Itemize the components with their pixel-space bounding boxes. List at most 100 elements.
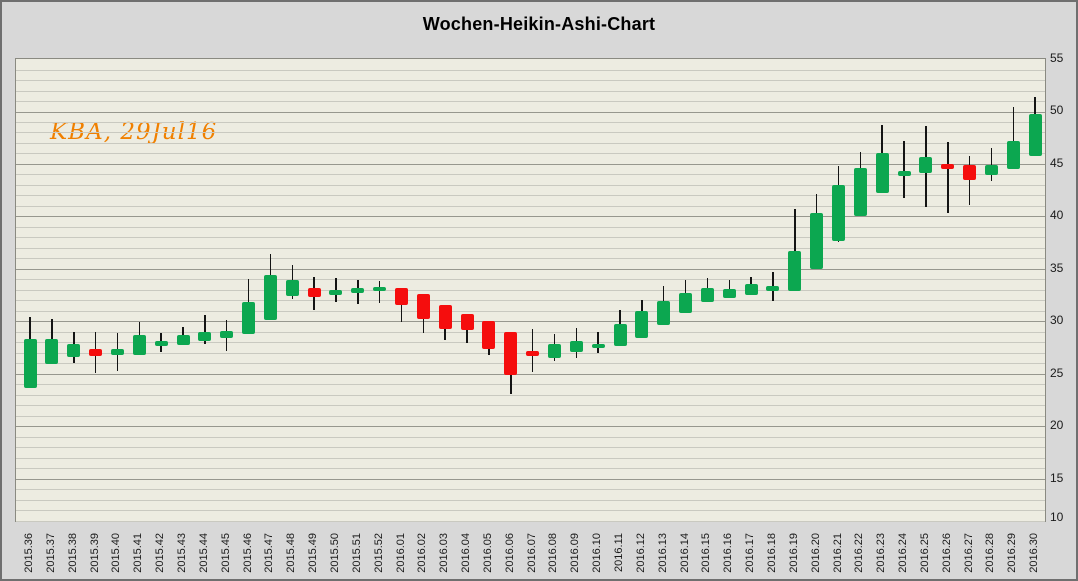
gridline-minor [16,247,1045,249]
x-tick-label: 2015.42 [154,533,167,573]
x-tick-label: 2016.16 [722,533,735,573]
gridline-minor [16,237,1045,239]
x-tick-label: 2015.48 [285,533,298,573]
candle-2015.52-up [373,286,387,291]
candle-wick [990,148,993,181]
y-tick-label: 55 [1050,51,1064,65]
candle-2015.40-up [110,348,124,355]
y-tick-label: 35 [1050,260,1064,275]
candle-2016.18-up [766,285,780,291]
candle-2016.07-down [526,350,539,356]
gridline-minor [16,363,1045,365]
candle-2016.21-up [832,184,845,242]
candle-wick [597,331,599,353]
x-tick-label: 2016.08 [547,533,560,573]
x-tick-label: 2016.04 [460,533,472,573]
x-tick-label: 2016.10 [591,533,604,573]
candle-2016.23-up [875,153,889,194]
candle-2016.20-up [810,213,824,269]
candle-2015.46-up [242,302,255,334]
candle-wick [968,155,971,205]
gridline-major [16,426,1045,428]
gridline-minor [16,69,1045,71]
candle-2016.09-up [569,341,583,352]
candle-2015.44-up [198,331,212,342]
x-tick-label: 2016.01 [394,533,407,573]
gridline-minor [16,132,1045,134]
gridline-major [16,321,1045,323]
gridline-minor [16,510,1045,512]
gridline-minor [16,80,1045,81]
x-tick-label: 2015.51 [350,533,363,573]
candle-2016.13-up [657,301,671,326]
y-tick-label: 10 [1050,510,1064,524]
gridline-minor [16,457,1045,459]
candle-2015.47-up [263,275,277,321]
y-tick-label: 20 [1050,418,1064,433]
x-tick-label: 2016.18 [765,533,778,573]
y-tick-label: 50 [1050,103,1064,118]
x-tick-label: 2016.24 [897,533,909,573]
x-tick-label: 2016.09 [569,533,582,573]
candle-2016.25-up [919,156,933,174]
candle-2016.15-up [700,287,714,303]
candle-2016.03-down [438,304,452,329]
candle-2016.11-up [613,324,627,347]
candle-wick [947,141,949,214]
gridline-minor [16,90,1045,92]
candle-2015.43-up [176,334,190,346]
candle-2016.24-up [897,171,911,177]
x-tick-label: 2016.26 [940,533,953,573]
watermark-annotation: KBA, 29Jul16 [50,119,218,145]
x-tick-label: 2015.49 [307,533,320,573]
candle-2016.16-up [722,288,736,299]
candle-2015.51-up [351,287,365,293]
candle-2016.05-down [482,321,496,349]
candle-2015.41-up [132,334,146,355]
gridline-minor [16,258,1045,260]
x-tick-label: 2016.11 [613,533,625,572]
x-tick-label: 2015.38 [66,533,79,573]
candle-wick [204,315,206,345]
x-tick-label: 2015.43 [176,533,188,573]
gridline-minor [16,184,1045,186]
x-tick-label: 2016.22 [853,533,866,573]
candle-2016.26-down [941,163,955,170]
gridline-minor [16,174,1045,176]
gridline-minor [16,489,1045,491]
plot-area: KBA, 29Jul16 [15,58,1046,522]
gridline-minor [16,436,1045,438]
candle-2016.22-up [853,168,867,217]
candle-2016.14-up [679,292,692,313]
x-tick-label: 2015.44 [197,533,210,573]
x-tick-label: 2016.29 [1006,533,1019,573]
x-tick-label: 2015.41 [132,533,145,573]
candle-2016.01-down [395,287,408,306]
candle-2015.37-up [45,339,59,365]
candle-2016.10-up [591,344,605,349]
candle-wick [794,209,796,291]
x-tick-label: 2015.47 [263,533,276,573]
candle-2015.42-up [154,341,168,347]
x-tick-label: 2016.30 [1028,533,1041,573]
gridline-minor [16,279,1045,281]
candle-2015.49-down [307,287,321,298]
gridline-major [16,268,1045,270]
gridline-minor [16,415,1045,417]
x-tick-label: 2016.07 [525,533,538,573]
x-tick-label: 2016.13 [656,533,669,573]
gridline-major [16,111,1045,113]
x-tick-label: 2015.45 [219,533,232,573]
gridline-minor [16,142,1045,144]
y-tick-label: 15 [1050,470,1064,485]
gridline-minor [16,520,1045,522]
x-tick-label: 2016.19 [787,533,800,573]
gridline-major [16,216,1045,218]
x-tick-label: 2016.14 [678,533,691,573]
y-tick-label: 45 [1050,155,1064,170]
gridline-minor [16,205,1045,207]
x-tick-label: 2016.23 [875,533,888,573]
candle-2016.17-up [744,283,758,295]
x-tick-label: 2016.27 [962,533,975,573]
